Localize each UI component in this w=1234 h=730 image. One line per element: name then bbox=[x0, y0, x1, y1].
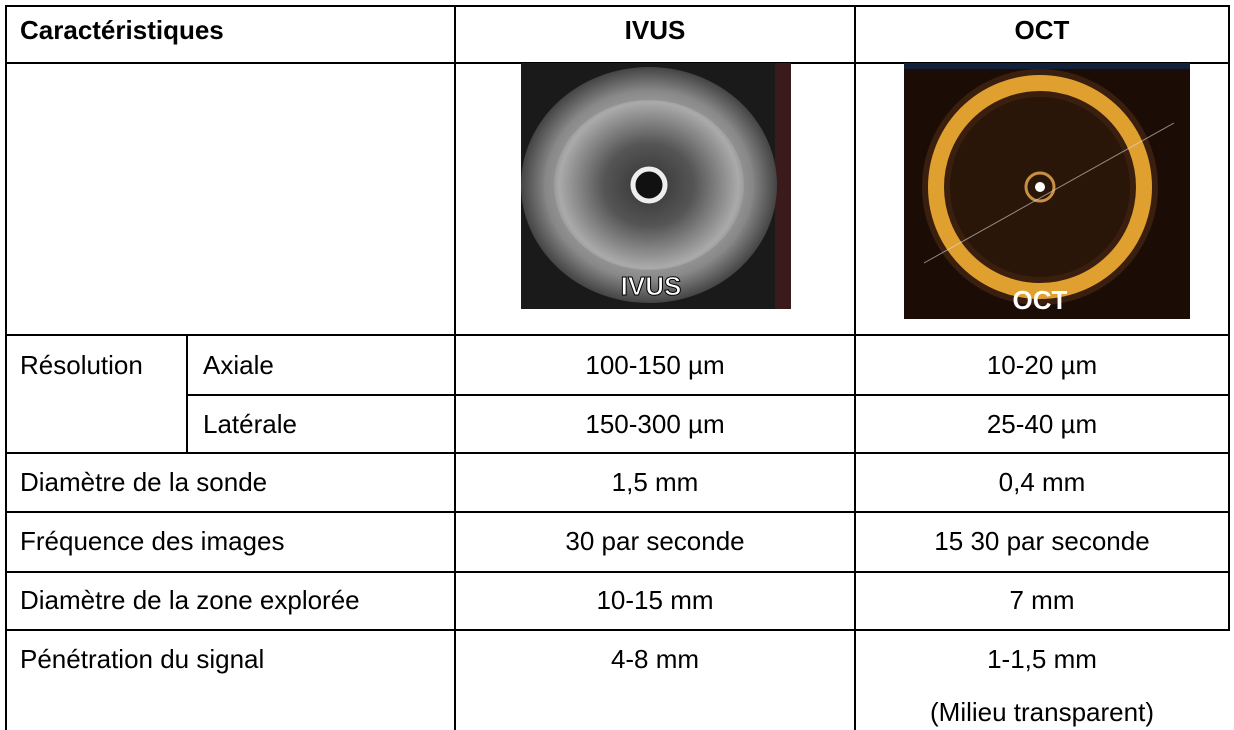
cell: 30 par seconde bbox=[455, 526, 855, 556]
note: (Milieu transparent) bbox=[855, 697, 1229, 727]
cell: Axiale bbox=[203, 350, 274, 380]
cell: 10-15 mm bbox=[455, 585, 855, 615]
cell: 25-40 µm bbox=[855, 409, 1229, 439]
border bbox=[6, 511, 1230, 513]
row-label: Diamètre de la zone explorée bbox=[20, 585, 360, 615]
border bbox=[6, 5, 1230, 7]
cell: 4-8 mm bbox=[455, 644, 855, 674]
header-cell: OCT bbox=[855, 15, 1229, 45]
border bbox=[6, 334, 1230, 336]
border bbox=[187, 394, 1230, 396]
border bbox=[6, 452, 1230, 454]
cell: 150-300 µm bbox=[455, 409, 855, 439]
row-label: Résolution bbox=[20, 350, 143, 380]
comparison-table: {"table": { "header": ["Caractéristiques… bbox=[0, 0, 1234, 730]
border bbox=[6, 629, 1230, 631]
row-label: Fréquence des images bbox=[20, 526, 284, 556]
header-cell: Caractéristiques bbox=[20, 15, 224, 45]
oct-image: OCT bbox=[904, 63, 1190, 319]
cell: 0,4 mm bbox=[855, 467, 1229, 497]
cell: Latérale bbox=[203, 409, 297, 439]
cell: 15 30 par seconde bbox=[855, 526, 1229, 556]
border bbox=[6, 571, 1230, 573]
row-label: Pénétration du signal bbox=[20, 644, 264, 674]
image-label: IVUS bbox=[621, 271, 682, 301]
cell: 7 mm bbox=[855, 585, 1229, 615]
cell: 100-150 µm bbox=[455, 350, 855, 380]
header-cell: IVUS bbox=[455, 15, 855, 45]
cell: 1,5 mm bbox=[455, 467, 855, 497]
image-label: OCT bbox=[1013, 285, 1068, 315]
row-label: Diamètre de la sonde bbox=[20, 467, 267, 497]
border bbox=[186, 334, 188, 454]
cell: 10-20 µm bbox=[855, 350, 1229, 380]
ivus-image: IVUS bbox=[521, 63, 791, 309]
border bbox=[5, 5, 7, 730]
cell: 1-1,5 mm bbox=[855, 644, 1229, 674]
